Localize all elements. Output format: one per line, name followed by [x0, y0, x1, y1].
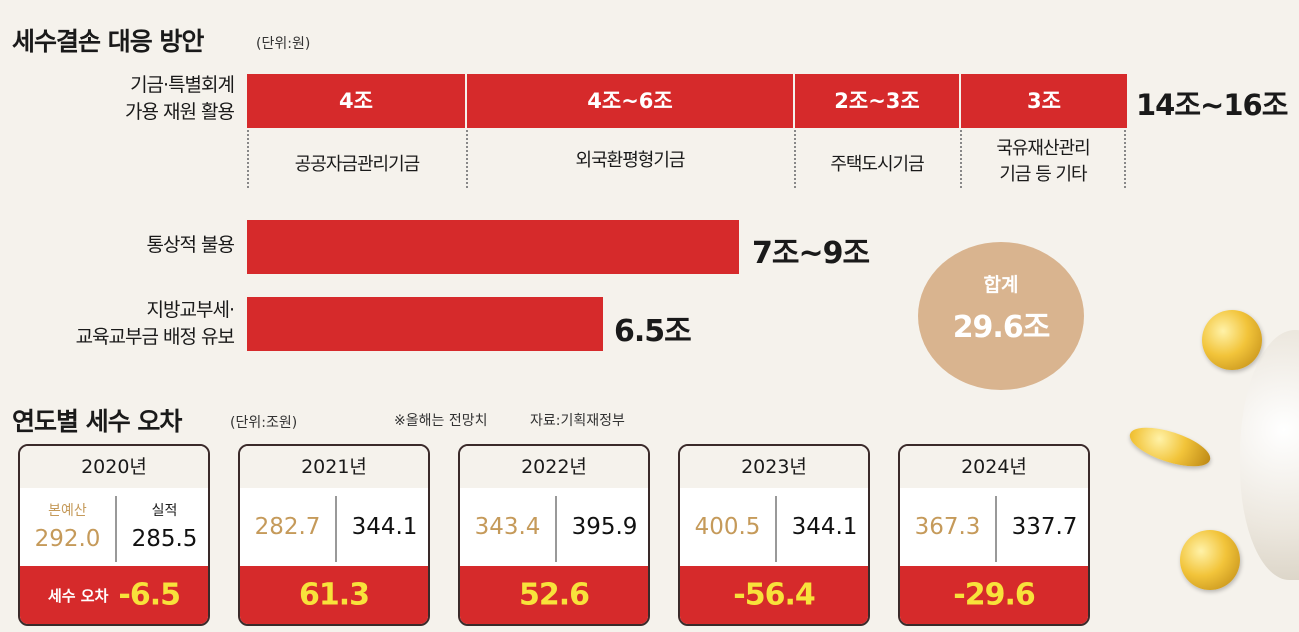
segment-4-name-line2: 기금 등 기타 [999, 164, 1087, 185]
section2-unit: (단위:조원) [230, 415, 298, 431]
total-label: 합계 [983, 274, 1019, 296]
segment-4-name-line1: 국유재산관리 [996, 138, 1090, 159]
card-divider [115, 496, 117, 562]
segment-divider [465, 74, 467, 128]
error-bar: -29.6 [900, 566, 1088, 624]
card-year: 2022년 [460, 446, 648, 488]
actual-value: 337.7 [1011, 514, 1078, 540]
year-card: 2023년 400.5 344.1 -56.4 [678, 444, 870, 626]
dotted-divider [466, 130, 468, 188]
section1-unit: (단위:원) [256, 36, 311, 52]
budget-value: 292.0 [34, 526, 101, 552]
segment-divider [959, 74, 961, 128]
row3-label: 지방교부세· 교육교부금 배정 유보 [0, 297, 235, 351]
actual-value: 344.1 [791, 514, 858, 540]
budget-value: 400.5 [694, 514, 761, 540]
section2-title: 연도별 세수 오차 [12, 407, 182, 436]
card-year: 2024년 [900, 446, 1088, 488]
actual-value: 344.1 [351, 514, 418, 540]
coin-icon [1125, 419, 1215, 475]
card-divider [335, 496, 337, 562]
row3-label-line1: 지방교부세· [146, 299, 235, 321]
card-year: 2021년 [240, 446, 428, 488]
row2-bar [247, 220, 739, 274]
row2-value: 7조~9조 [752, 236, 870, 271]
error-value: 61.3 [298, 577, 370, 613]
actual-value: 395.9 [571, 514, 638, 540]
actual-label: 실적 [151, 503, 178, 519]
error-value: -6.5 [118, 577, 181, 613]
segment-4-name: 국유재산관리 기금 등 기타 [962, 136, 1124, 188]
row3-label-line2: 교육교부금 배정 유보 [75, 326, 235, 348]
year-card: 2021년 282.7 344.1 61.3 [238, 444, 430, 626]
budget-label: 본예산 [48, 503, 87, 519]
segment-1-name: 공공자금관리기금 [294, 154, 420, 175]
dotted-divider [794, 130, 796, 188]
row1-bar [247, 74, 1127, 128]
dotted-divider [1124, 130, 1126, 188]
error-value: 52.6 [518, 577, 590, 613]
row1-total: 14조~16조 [1136, 88, 1288, 122]
actual-value: 285.5 [131, 526, 198, 552]
section2-source: 자료:기획재정부 [530, 413, 625, 429]
row1-label-line2: 가용 재원 활용 [125, 101, 235, 123]
error-value: -56.4 [733, 577, 815, 613]
segment-2-name: 외국환평형기금 [575, 150, 686, 171]
card-divider [555, 496, 557, 562]
year-card: 2024년 367.3 337.7 -29.6 [898, 444, 1090, 626]
card-divider [775, 496, 777, 562]
row3-value: 6.5조 [614, 314, 692, 349]
coin-icon [1180, 530, 1240, 590]
segment-1-value: 4조 [339, 89, 373, 113]
section1-title: 세수결손 대응 방안 [12, 27, 204, 56]
year-card: 2022년 343.4 395.9 52.6 [458, 444, 650, 626]
error-value: -29.6 [953, 577, 1035, 613]
error-bar: 52.6 [460, 566, 648, 624]
error-bar: -56.4 [680, 566, 868, 624]
card-year: 2020년 [20, 446, 208, 488]
segment-3-value: 2조~3조 [834, 89, 920, 113]
coin-icon [1202, 310, 1262, 370]
card-divider [995, 496, 997, 562]
segment-3-name: 주택도시기금 [830, 154, 924, 175]
row1-label-line1: 기금·특별회계 [130, 74, 235, 96]
egg-illustration [1240, 330, 1299, 580]
total-circle [918, 242, 1084, 390]
error-bar: 61.3 [240, 566, 428, 624]
section2-note: ※올해는 전망치 [394, 413, 488, 429]
dotted-divider [960, 130, 962, 188]
row3-bar [247, 297, 603, 351]
segment-2-value: 4조~6조 [587, 89, 673, 113]
card-year: 2023년 [680, 446, 868, 488]
budget-value: 282.7 [254, 514, 321, 540]
budget-value: 367.3 [914, 514, 981, 540]
row1-label: 기금·특별회계 가용 재원 활용 [30, 72, 235, 126]
segment-4-value: 3조 [1027, 89, 1061, 113]
segment-divider [793, 74, 795, 128]
error-label: 세수 오차 [47, 586, 109, 605]
total-value: 29.6조 [952, 310, 1051, 345]
dotted-divider [247, 130, 249, 188]
budget-value: 343.4 [474, 514, 541, 540]
row2-label: 통상적 불용 [146, 234, 235, 256]
error-bar: 세수 오차 -6.5 [20, 566, 208, 624]
